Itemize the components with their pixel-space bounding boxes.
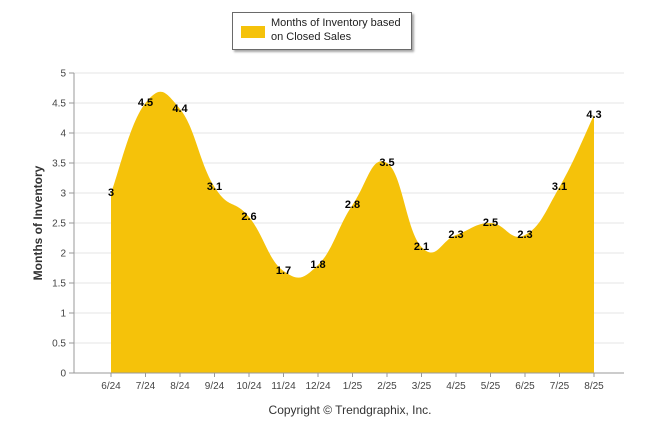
- y-tick-label: 3: [60, 189, 66, 200]
- x-tick-label: 2/25: [377, 381, 397, 392]
- y-tick-label: 2: [60, 249, 66, 260]
- legend-label: Months of Inventory based on Closed Sale…: [271, 17, 401, 43]
- y-tick-label: 2.5: [52, 219, 66, 230]
- x-tick-label: 6/25: [515, 381, 535, 392]
- data-label: 1.7: [276, 265, 291, 277]
- y-tick-label: 5: [60, 69, 66, 80]
- data-label: 2.3: [517, 229, 532, 241]
- x-tick-label: 8/24: [170, 381, 190, 392]
- y-tick-label: 3.5: [52, 159, 66, 170]
- y-tick-label: 1: [60, 309, 66, 320]
- y-tick-labels: 0 0.5 1 1.5 2 2.5 3 3.5 4 4.5 5: [52, 69, 66, 380]
- data-label: 3.1: [552, 181, 567, 193]
- y-tick-label: 4.5: [52, 99, 66, 110]
- y-axis-title: Months of Inventory: [31, 165, 45, 281]
- data-label: 2.5: [483, 217, 498, 229]
- data-labels: 3 4.5 4.4 3.1 2.6 1.7 1.8 2.8 3.5 2.1 2.3 2.5 2.3 3.1…: [108, 97, 602, 277]
- y-tick-label: 1.5: [52, 279, 66, 290]
- x-tick-label: 6/24: [101, 381, 121, 392]
- copyright-text: Copyright © Trendgraphix, Inc.: [268, 403, 432, 417]
- data-label: 2.1: [414, 241, 429, 253]
- x-tick-label: 4/25: [446, 381, 466, 392]
- legend-swatch: [241, 26, 265, 38]
- series-area-layer: [110, 91, 595, 373]
- data-label: 4.3: [586, 109, 601, 121]
- x-tick-label: 9/24: [205, 381, 225, 392]
- x-tick-labels: 6/24 7/24 8/24 9/24 10/24 11/24 12/24 1/25 2/25 3…: [101, 381, 604, 392]
- legend: Months of Inventory based on Closed Sale…: [232, 12, 412, 50]
- x-tick-label: 7/25: [550, 381, 570, 392]
- data-label: 4.4: [172, 103, 188, 115]
- axes: [73, 73, 624, 377]
- x-tick-label: 10/24: [236, 381, 261, 392]
- y-tick-label: 4: [60, 129, 66, 140]
- data-label: 3.5: [379, 157, 394, 169]
- x-tick-label: 11/24: [271, 381, 296, 392]
- x-tick-label: 7/24: [136, 381, 156, 392]
- data-label: 4.5: [138, 97, 153, 109]
- data-label: 3: [108, 187, 114, 199]
- y-tick-label: 0.5: [52, 339, 66, 350]
- y-tick-label: 0: [60, 369, 66, 380]
- data-label: 2.8: [345, 199, 360, 211]
- data-label: 1.8: [310, 259, 325, 271]
- x-tick-label: 1/25: [343, 381, 363, 392]
- x-tick-label: 8/25: [584, 381, 604, 392]
- x-tick-label: 3/25: [412, 381, 432, 392]
- data-label: 2.6: [241, 211, 256, 223]
- series-area: [111, 91, 594, 373]
- data-label: 3.1: [207, 181, 222, 193]
- data-label: 2.3: [448, 229, 463, 241]
- x-tick-label: 12/24: [305, 381, 330, 392]
- x-tick-label: 5/25: [481, 381, 501, 392]
